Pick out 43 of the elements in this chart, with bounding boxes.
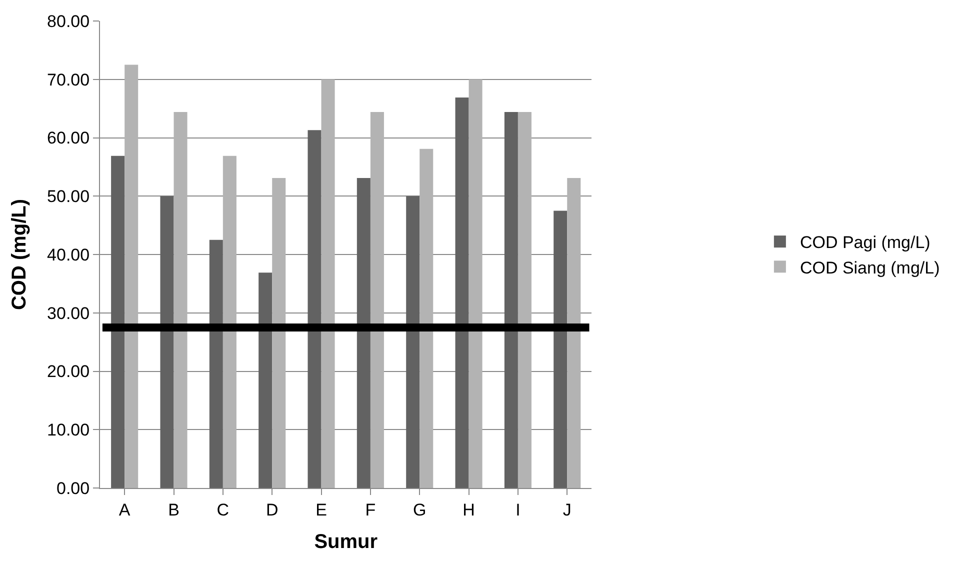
y-tick-label: 40.00 (47, 245, 90, 264)
x-tick-label: C (216, 500, 230, 520)
bar (406, 196, 420, 488)
bar (174, 112, 188, 488)
x-tick-label: B (168, 500, 180, 520)
bar (308, 130, 322, 488)
x-axis-title: Sumur (314, 530, 378, 553)
y-tick-label: 20.00 (47, 362, 90, 382)
bar (554, 210, 568, 488)
x-tick-label: A (118, 500, 131, 520)
legend-label: COD Pagi (mg/L) (800, 233, 930, 252)
bar (124, 64, 138, 488)
x-tick-label: G (413, 500, 426, 520)
x-tick-label: J (562, 500, 572, 520)
legend-label: COD Siang (mg/L) (800, 258, 940, 278)
bar (468, 79, 482, 488)
bar (370, 112, 384, 488)
bar (567, 178, 581, 488)
bar (518, 112, 532, 488)
bar (420, 148, 434, 488)
x-tick-label: I (516, 500, 520, 520)
y-tick-label: 60.00 (47, 128, 90, 148)
y-tick-label: 10.00 (47, 420, 90, 440)
y-axis-title: COD (mg/L) (8, 198, 31, 310)
bar (504, 112, 518, 488)
bar (321, 79, 335, 488)
bar (272, 178, 286, 488)
y-tick-label: 0.00 (56, 478, 90, 498)
y-tick-label: 70.00 (47, 70, 90, 90)
y-tick-label: 50.00 (47, 187, 90, 206)
x-tick-label: H (462, 500, 475, 520)
bar (222, 156, 236, 488)
y-tick-label: 80.00 (47, 12, 90, 31)
y-tick-label: 30.00 (47, 304, 90, 323)
bar (111, 156, 125, 488)
bar (160, 196, 174, 488)
bar (209, 240, 223, 488)
x-tick-label: D (266, 500, 278, 520)
x-tick-label: F (365, 500, 376, 520)
bar (356, 178, 370, 488)
bar (258, 272, 272, 488)
bar (455, 97, 469, 488)
x-tick-label: E (316, 500, 327, 520)
